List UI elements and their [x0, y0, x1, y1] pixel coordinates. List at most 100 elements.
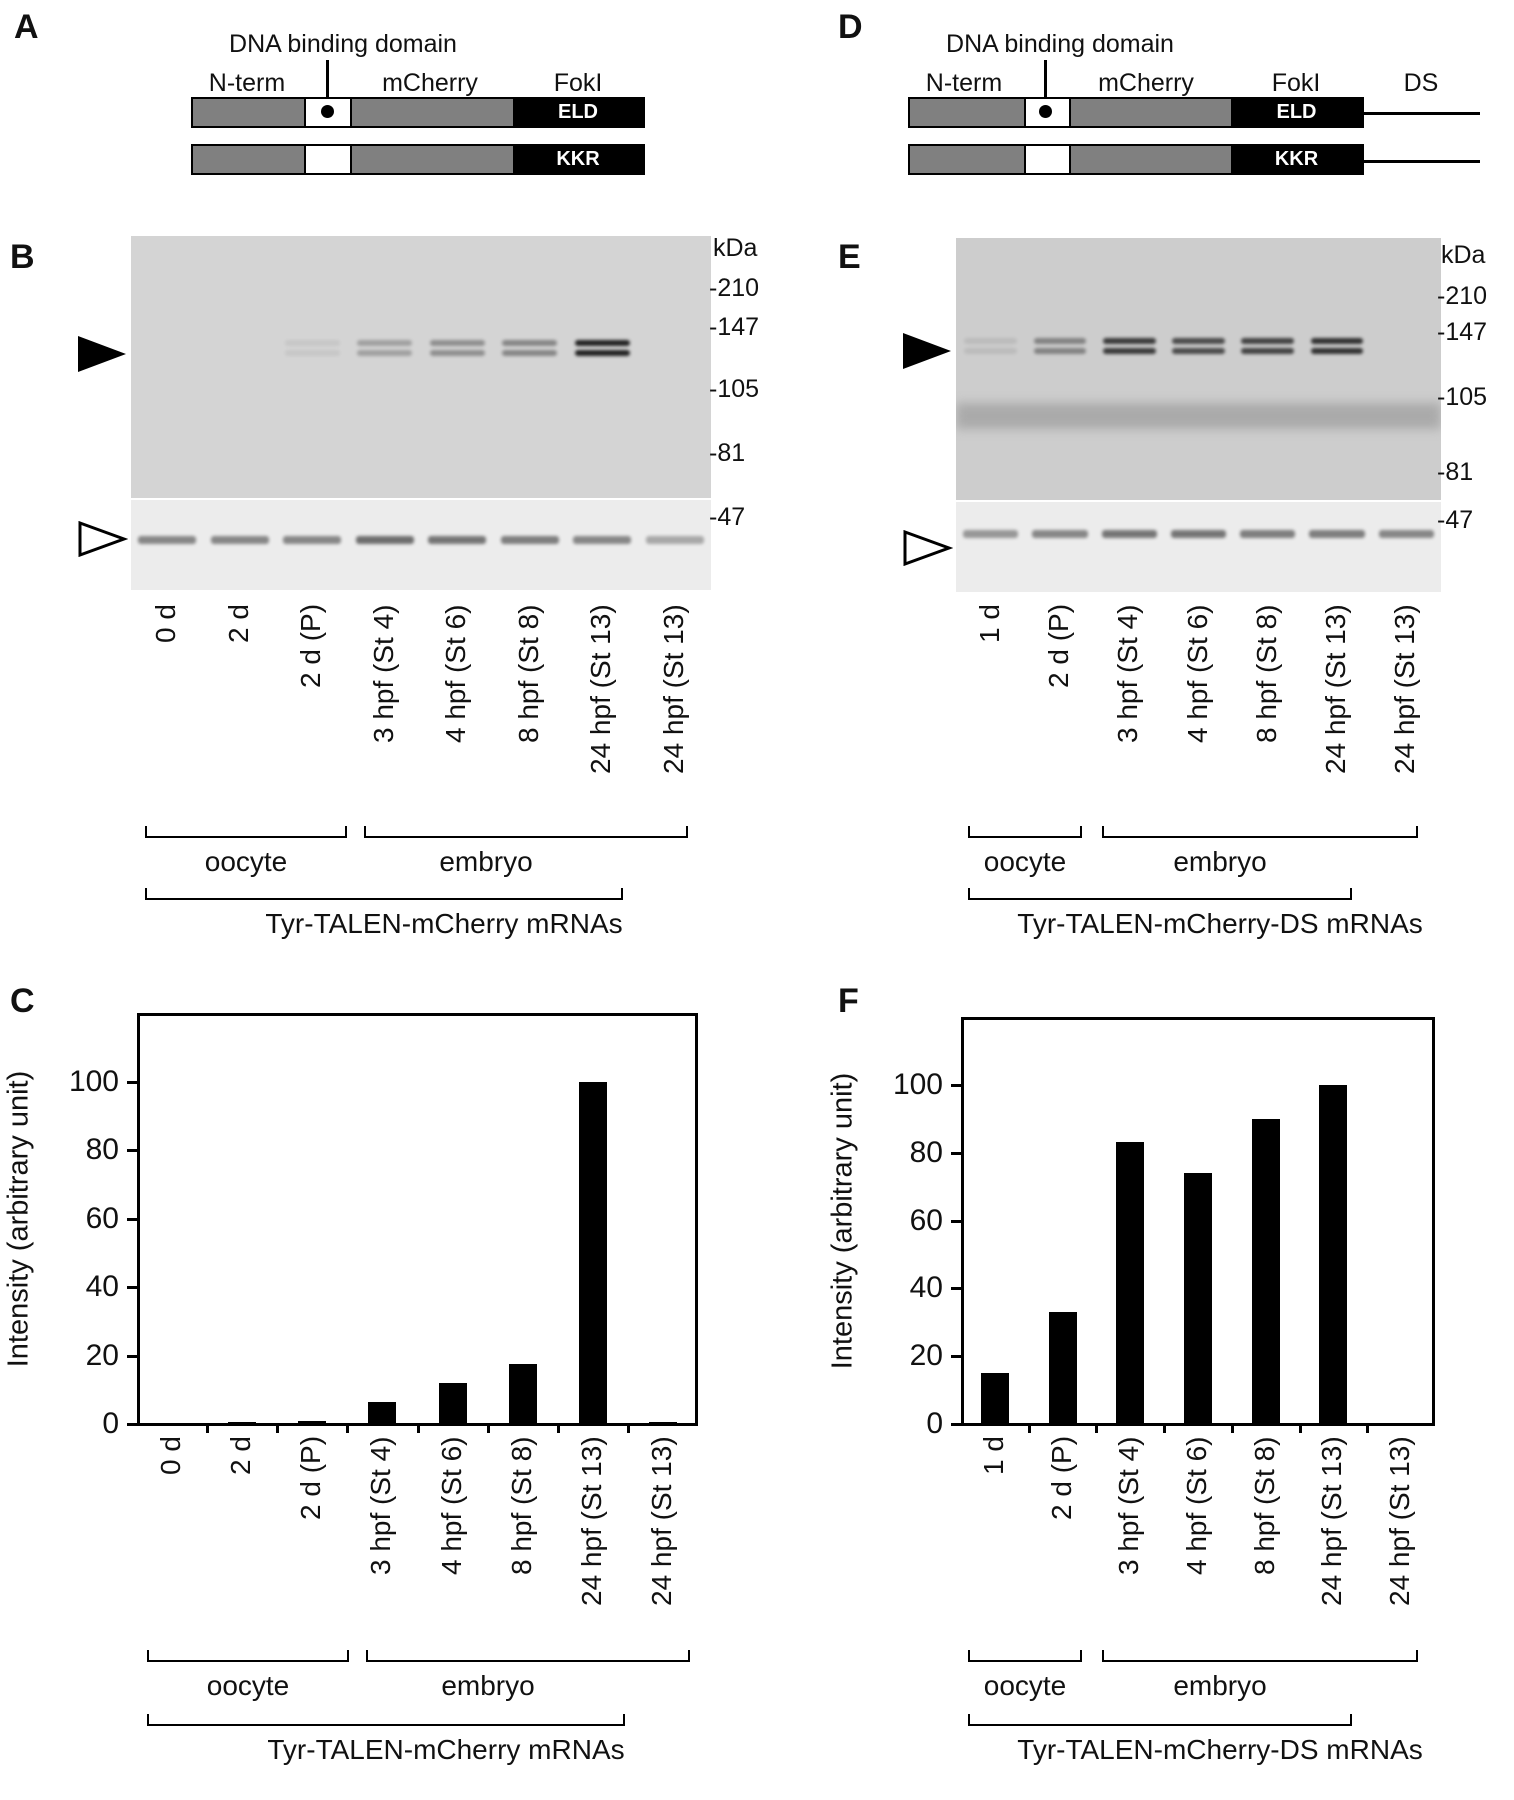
protein-band [574, 340, 630, 346]
y-tick [127, 1149, 137, 1152]
panel-label-a: A [14, 8, 39, 46]
protein-band [1172, 348, 1225, 354]
loading-band [645, 536, 704, 544]
y-tick [951, 1423, 961, 1426]
x-tick-label: 2 d [225, 1436, 257, 1475]
y-tick-label: 100 [68, 1064, 119, 1098]
dna-binding-domain-label-d: DNA binding domain [946, 30, 1174, 58]
loading-band [210, 536, 269, 544]
lane-label: 8 hpf (St 8) [512, 604, 544, 743]
kkr-domain: KKR [513, 146, 643, 173]
marker-47: -47 [709, 503, 746, 531]
y-tick-label: 100 [892, 1067, 943, 1101]
filled-arrowhead-icon-e [903, 333, 951, 369]
construct-bracket [968, 1714, 1352, 1726]
lane-label: 3 hpf (St 4) [1112, 604, 1144, 743]
lane-label: 4 hpf (St 6) [440, 604, 472, 743]
marker-81: -81 [1437, 458, 1474, 486]
open-arrowhead-icon-e [903, 530, 953, 566]
bar-4 [438, 1382, 467, 1424]
foki-label: FokI [553, 69, 603, 97]
lane-label: 8 hpf (St 8) [1250, 604, 1282, 743]
foki-label-d: FokI [1271, 69, 1321, 97]
protein-band [1172, 338, 1225, 344]
bar-0 [980, 1373, 1009, 1424]
protein-band [357, 350, 413, 356]
embryo-bracket [1102, 826, 1418, 838]
loading-control-blot-e [956, 502, 1441, 592]
loading-band [962, 530, 1019, 538]
oocyte-label: oocyte [206, 1670, 290, 1701]
x-tick [416, 1424, 420, 1433]
y-tick [127, 1286, 137, 1289]
bar-5 [508, 1364, 537, 1424]
diffuse-band [956, 403, 1441, 429]
y-tick [127, 1354, 137, 1358]
y-axis-label: Intensity (arbitrary unit) [2, 1070, 35, 1367]
oocyte-label: oocyte [204, 846, 288, 877]
dna-dot-icon [321, 105, 334, 118]
panel-label-f: F [838, 982, 859, 1020]
marker-147: -147 [1437, 318, 1488, 346]
protein-band [429, 340, 485, 346]
construct-label: Tyr-TALEN-mCherry-DS mRNAs [1017, 1734, 1423, 1765]
y-tick [951, 1287, 961, 1291]
loading-band [355, 536, 414, 544]
embryo-bracket [364, 826, 688, 838]
dna-dot-icon-d [1039, 105, 1052, 118]
x-tick-label: 2 d (P) [295, 1436, 327, 1521]
bar-4 [1251, 1118, 1280, 1424]
protein-band [502, 340, 558, 346]
bar-1 [1048, 1312, 1077, 1424]
loading-band [1032, 530, 1088, 538]
lane-label: 24 hpf (St 13) [657, 604, 689, 774]
x-tick [1027, 1424, 1031, 1433]
y-tick [127, 1217, 137, 1221]
protein-band [1310, 348, 1364, 354]
construct-bracket [968, 888, 1352, 900]
lane-label: 4 hpf (St 6) [1181, 604, 1213, 743]
dna-binding-domain-label: DNA binding domain [229, 30, 457, 58]
marker-147: -147 [709, 313, 760, 341]
y-tick-label: 80 [909, 1135, 943, 1169]
dna-binding-pointer-d [1044, 60, 1047, 112]
protein-band [284, 350, 340, 356]
y-tick-label: 40 [85, 1270, 119, 1303]
construct-kkr-ds-bar: KKR [908, 144, 1364, 175]
x-tick-label: 1 d [977, 1436, 1009, 1475]
oocyte-label: oocyte [983, 846, 1067, 877]
lane-label: 1 d [973, 604, 1005, 643]
bar-5 [1319, 1084, 1348, 1424]
lane-label: 3 hpf (St 4) [367, 604, 399, 743]
construct-label: Tyr-TALEN-mCherry-DS mRNAs [1017, 908, 1423, 939]
y-tick-label: 0 [926, 1407, 943, 1440]
lane-label: 0 d [150, 604, 182, 643]
oocyte-bracket [968, 826, 1082, 838]
x-tick-label: 0 d [155, 1436, 187, 1475]
lane-label: 2 d (P) [1042, 604, 1074, 689]
protein-band [1033, 348, 1087, 354]
embryo-label: embryo [441, 1670, 535, 1701]
protein-band [574, 350, 630, 356]
x-tick [1366, 1424, 1370, 1433]
protein-band [1102, 348, 1156, 354]
x-tick [1163, 1424, 1167, 1433]
y-tick-label: 80 [85, 1133, 119, 1166]
mcherry-label-d: mCherry [1098, 69, 1194, 97]
x-tick-label: 24 hpf (St 13) [1316, 1436, 1348, 1606]
ds-label: DS [1403, 69, 1439, 97]
western-blot-e [956, 238, 1441, 500]
lane-label: 2 d [222, 604, 254, 643]
y-tick [951, 1355, 961, 1359]
bar-1 [228, 1422, 257, 1424]
y-tick-label: 60 [909, 1203, 943, 1237]
filled-arrowhead-icon [78, 336, 126, 372]
panel-label-b: B [10, 238, 35, 276]
eld-domain: ELD [513, 99, 643, 126]
panel-label-e: E [838, 238, 861, 276]
x-tick-label: 4 hpf (St 6) [435, 1436, 467, 1575]
y-tick-label: 60 [85, 1201, 119, 1235]
x-tick [486, 1424, 490, 1433]
x-tick-label: 8 hpf (St 8) [505, 1436, 537, 1575]
y-tick-label: 20 [85, 1338, 119, 1372]
